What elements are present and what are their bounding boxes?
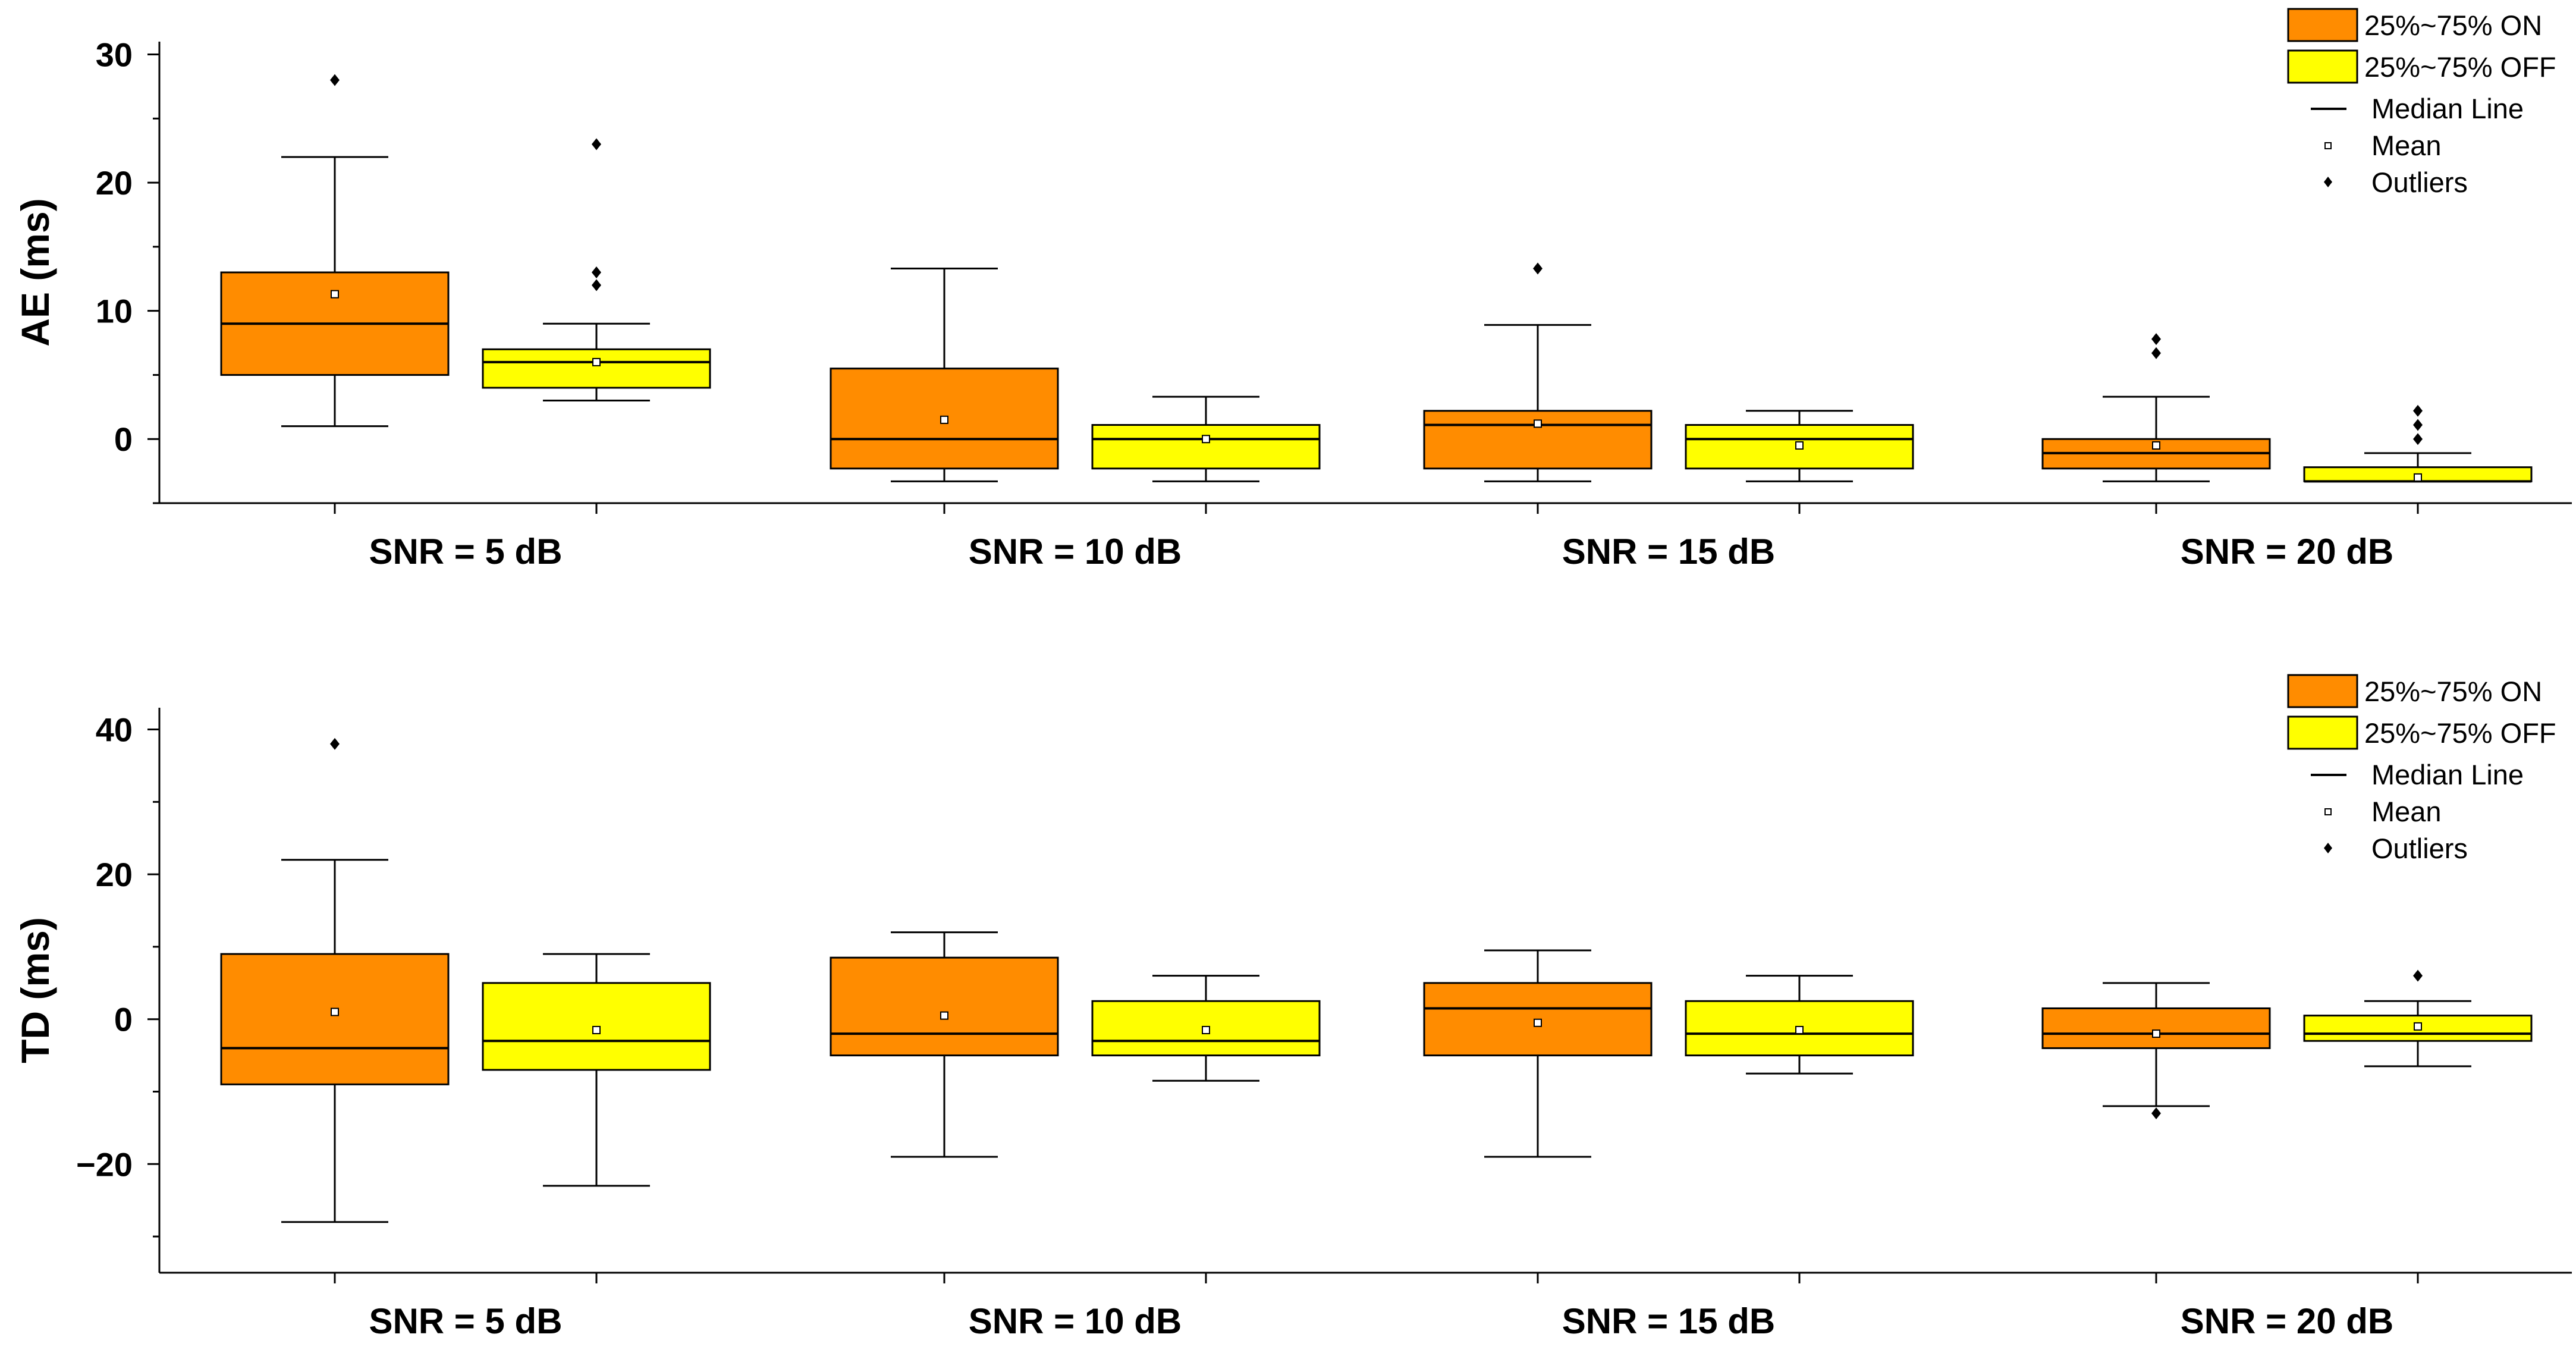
off-box-group — [482, 953, 711, 1187]
category-label: SNR = 15 dB — [1562, 1301, 1775, 1341]
on-box-group — [220, 737, 450, 1223]
mean-marker — [1534, 1018, 1542, 1027]
outlier-point — [330, 737, 340, 750]
legend-median-label: Median Line — [2371, 759, 2524, 790]
off-box-group — [2303, 404, 2533, 483]
on-box-group — [1423, 949, 1653, 1158]
outlier-point — [592, 138, 601, 150]
legend-mean-label: Mean — [2371, 796, 2442, 827]
on-box-group — [1423, 262, 1653, 482]
legend-on-label: 25%~75% ON — [2364, 10, 2542, 41]
td-panel: −20 0 20 40 TD (ms) SNR = 5 dB SNR = 10 dB SNR … — [13, 674, 2572, 1341]
off-box-group — [1685, 975, 1914, 1075]
y-tick-label: −20 — [76, 1145, 133, 1183]
legend-mean-marker — [2324, 142, 2332, 149]
outlier-point — [2151, 333, 2161, 346]
legend-outliers-label: Outliers — [2371, 833, 2468, 864]
off-box-group — [2303, 969, 2533, 1068]
y-axis-title: AE (ms) — [13, 198, 57, 346]
outlier-point — [1533, 262, 1543, 275]
on-box-group — [830, 268, 1059, 482]
y-tick-label: 40 — [96, 711, 133, 749]
category-label: SNR = 5 dB — [369, 532, 562, 572]
legend-off-swatch — [2287, 715, 2358, 750]
iqr-box — [220, 953, 450, 1085]
category-label: SNR = 5 dB — [369, 1301, 562, 1341]
iqr-box — [1423, 410, 1653, 470]
legend-off-label: 25%~75% OFF — [2364, 717, 2556, 749]
iqr-box — [2041, 1007, 2271, 1049]
legend-mean-label: Mean — [2371, 130, 2442, 161]
legend-mean-marker — [2324, 808, 2332, 815]
outlier-point — [2151, 347, 2161, 359]
outlier-point — [592, 279, 601, 291]
on-box-group — [2041, 333, 2271, 482]
mean-marker — [2414, 1022, 2422, 1031]
mean-marker — [2414, 473, 2422, 482]
mean-marker — [1202, 435, 1210, 444]
off-box-group — [1685, 410, 1914, 482]
off-box-group — [1091, 975, 1321, 1082]
mean-marker — [1534, 419, 1542, 428]
y-tick-label: 0 — [114, 1001, 133, 1038]
outlier-point — [2151, 1107, 2161, 1120]
outlier-point — [592, 266, 601, 278]
y-tick-label: 30 — [96, 36, 133, 74]
category-label: SNR = 15 dB — [1562, 532, 1775, 572]
y-tick-label: 0 — [114, 420, 133, 458]
category-label: SNR = 10 dB — [969, 532, 1182, 572]
legend-off-swatch — [2287, 49, 2358, 84]
y-tick-label: 20 — [96, 856, 133, 893]
on-box-group — [830, 931, 1059, 1158]
off-box-group — [482, 138, 711, 402]
legend-outlier-marker — [2324, 843, 2332, 853]
legend: 25%~75% ON 25%~75% OFF Median Line Mean Outl… — [2287, 8, 2556, 198]
y-axis-title: TD (ms) — [13, 917, 57, 1063]
outlier-point — [2413, 419, 2423, 431]
category-label: SNR = 20 dB — [2181, 532, 2393, 572]
legend: 25%~75% ON 25%~75% OFF Median Line Mean Outl… — [2287, 674, 2556, 864]
mean-marker — [592, 1025, 601, 1034]
mean-marker — [940, 415, 948, 424]
legend-on-swatch — [2287, 8, 2358, 42]
legend-on-swatch — [2287, 674, 2358, 708]
mean-marker — [940, 1011, 948, 1020]
iqr-box — [482, 348, 711, 389]
category-label: SNR = 20 dB — [2181, 1301, 2393, 1341]
outlier-point — [2413, 433, 2423, 445]
y-tick-label: 10 — [96, 293, 133, 330]
y-tick-label: 20 — [96, 164, 133, 202]
ae-panel: 0 10 20 30 AE (ms) SNR = 5 dB SNR = 10 dB SNR =… — [13, 8, 2572, 572]
iqr-box — [1091, 424, 1321, 470]
mean-marker — [331, 290, 339, 299]
mean-marker — [1795, 441, 1804, 450]
mean-marker — [2152, 1029, 2160, 1038]
legend-outlier-marker — [2324, 177, 2332, 187]
mean-marker — [592, 357, 601, 366]
legend-off-label: 25%~75% OFF — [2364, 51, 2556, 83]
on-box-group — [2041, 982, 2271, 1120]
mean-marker — [331, 1007, 339, 1016]
outlier-point — [2413, 404, 2423, 417]
category-label: SNR = 10 dB — [969, 1301, 1182, 1341]
mean-marker — [1795, 1025, 1804, 1034]
legend-outliers-label: Outliers — [2371, 167, 2468, 198]
iqr-box — [830, 956, 1059, 1057]
outlier-point — [330, 74, 340, 86]
mean-marker — [1202, 1025, 1210, 1034]
legend-on-label: 25%~75% ON — [2364, 676, 2542, 707]
on-box-group — [220, 74, 450, 428]
legend-median-label: Median Line — [2371, 93, 2524, 124]
outlier-point — [2413, 969, 2423, 982]
off-box-group — [1091, 395, 1321, 482]
mean-marker — [2152, 441, 2160, 450]
